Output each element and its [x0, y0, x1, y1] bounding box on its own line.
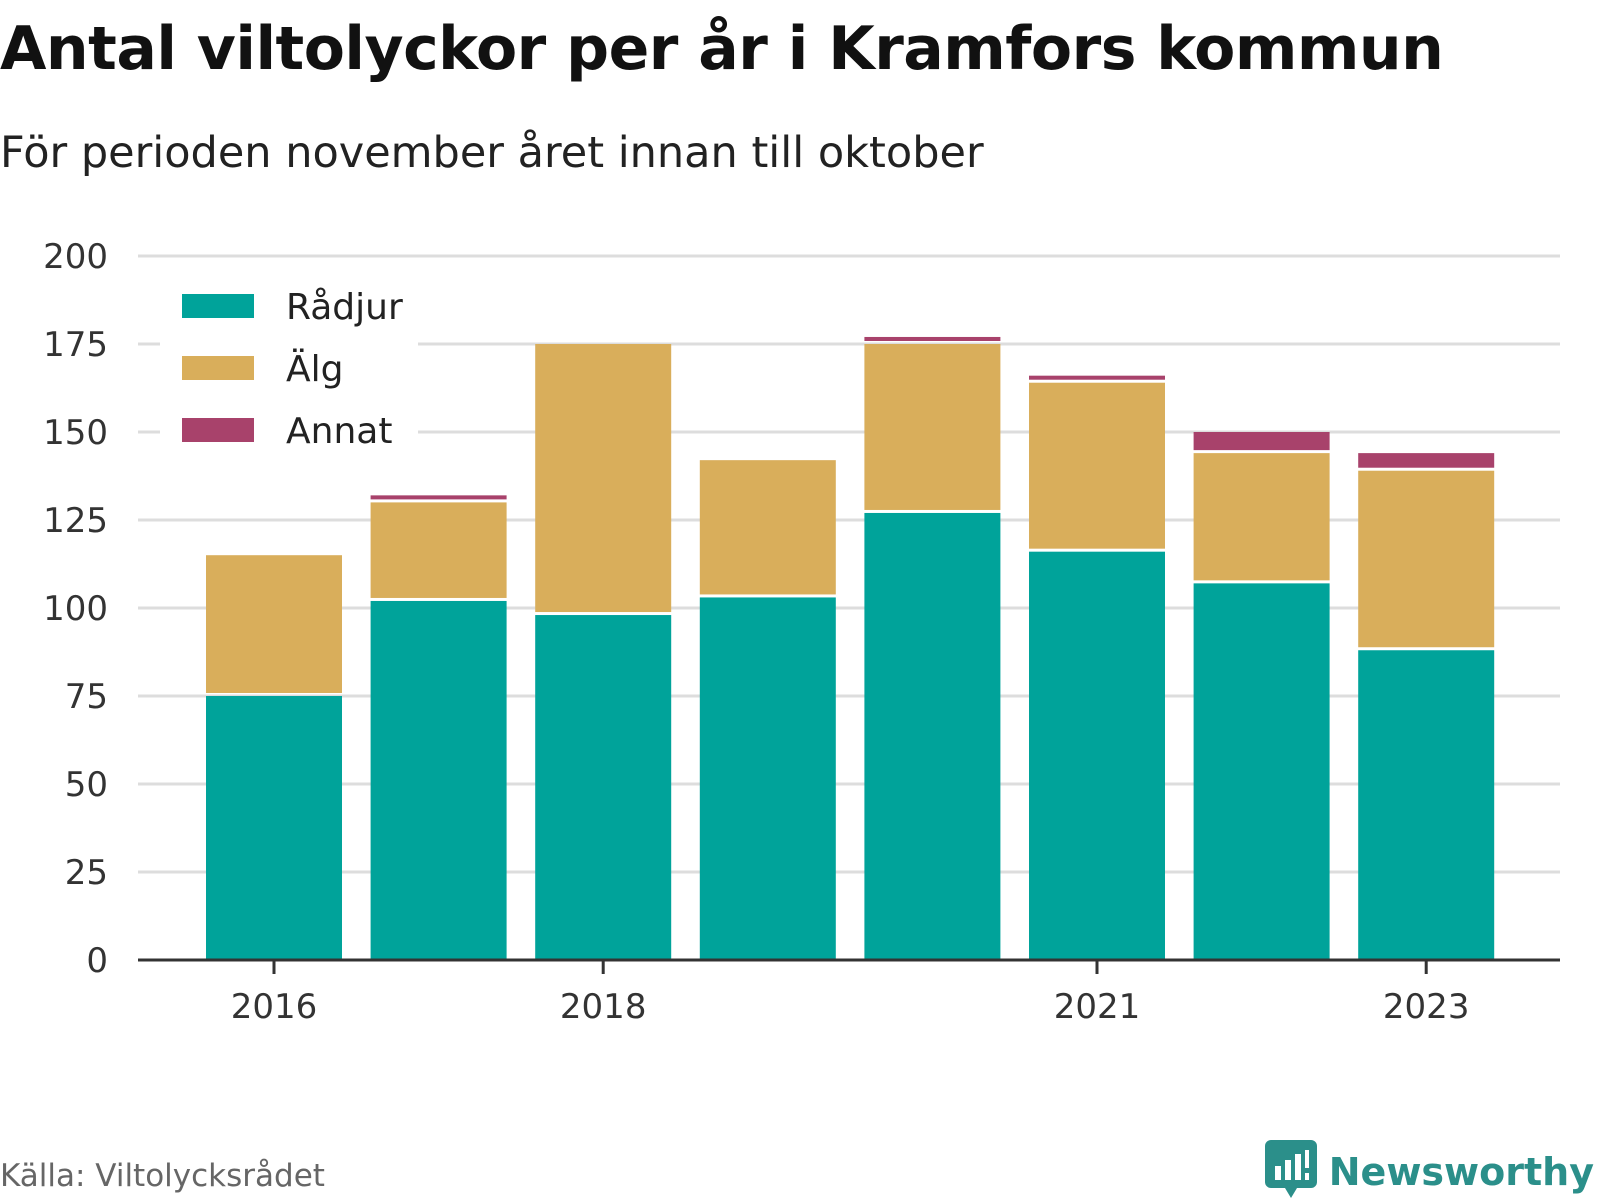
bar-annat-2023: [1358, 453, 1495, 468]
bar-annat-2022: [1193, 432, 1330, 451]
brand-name: Newsworthy: [1328, 1150, 1594, 1194]
y-tick-label: 25: [65, 853, 108, 893]
legend-swatch-rådjur: [182, 294, 254, 318]
bar-rådjur-2022: [1193, 583, 1330, 960]
bar-älg-2023: [1358, 470, 1495, 648]
bar-rådjur-2016: [206, 696, 342, 960]
bar-älg-2019: [699, 460, 836, 595]
legend-swatch-annat: [182, 418, 254, 442]
bar-älg-2021: [1029, 382, 1165, 549]
x-tick-label: 2016: [231, 987, 318, 1027]
bar-rådjur-2021: [1029, 551, 1165, 960]
source-label: Källa: Viltolycksrådet: [0, 1158, 325, 1194]
bar-rådjur-2020: [864, 512, 1001, 960]
y-tick-label: 150: [43, 413, 108, 453]
y-axis-ticks: 0 25 50 75 100 125 150 175 200: [43, 237, 108, 981]
bar-älg-2018: [535, 344, 672, 613]
bars: [206, 336, 1495, 960]
y-tick-label: 75: [65, 677, 108, 717]
bar-rådjur-2017: [370, 600, 507, 960]
legend: Rådjur Älg Annat: [160, 272, 418, 452]
bar-rådjur-2023: [1358, 650, 1495, 960]
legend-label: Rådjur: [286, 287, 403, 328]
legend-label: Annat: [286, 411, 392, 452]
chart-subtitle: För perioden november året innan till ok…: [0, 128, 984, 178]
y-tick-label: 175: [43, 325, 108, 365]
brand-logo: Newsworthy: [1264, 1140, 1594, 1204]
bar-annat-2017: [370, 495, 507, 500]
bar-rådjur-2019: [699, 597, 836, 960]
bar-älg-2016: [206, 555, 342, 693]
x-tick-label: 2018: [560, 987, 647, 1027]
y-tick-label: 100: [43, 589, 108, 629]
x-tick-label: 2021: [1054, 987, 1141, 1027]
bar-chart-speech-bubble-icon: [1264, 1140, 1317, 1204]
bar-älg-2022: [1193, 453, 1330, 581]
bar-rådjur-2018: [535, 615, 672, 960]
chart-title: Antal viltolyckor per år i Kramfors komm…: [0, 14, 1444, 84]
y-tick-label: 50: [65, 765, 108, 805]
x-axis: 2016 2018 2021 2023: [138, 958, 1560, 1027]
legend-label: Älg: [286, 348, 343, 390]
bar-älg-2017: [370, 502, 507, 598]
y-tick-label: 200: [43, 237, 108, 277]
bar-annat-2021: [1029, 375, 1165, 380]
y-tick-label: 125: [43, 501, 108, 541]
y-tick-label: 0: [86, 941, 108, 981]
bar-annat-2020: [864, 336, 1001, 341]
bar-älg-2020: [864, 344, 1001, 510]
x-tick-label: 2023: [1383, 987, 1470, 1027]
legend-swatch-älg: [182, 356, 254, 380]
